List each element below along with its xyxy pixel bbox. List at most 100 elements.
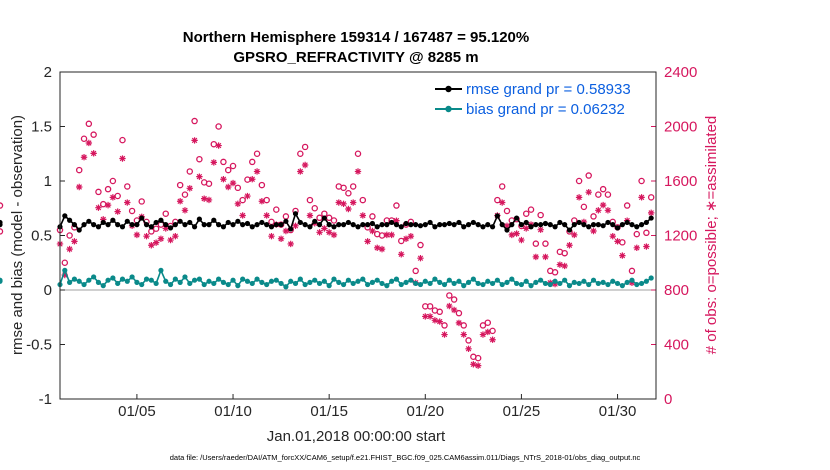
obs-assimilated-point — [90, 150, 97, 157]
data-file-footer: data file: /Users/raeder/DAI/ATM_forcXX/… — [170, 453, 641, 462]
y-tick-label-right: 0 — [664, 391, 672, 408]
x-tick-label: 01/15 — [310, 403, 348, 420]
obs-possible-point — [575, 177, 583, 185]
obs-assimilated-point — [66, 245, 73, 253]
rmse-point — [393, 222, 400, 228]
bias-point — [619, 283, 625, 289]
rmse-point — [235, 218, 241, 224]
bias-point — [417, 281, 424, 288]
obs-possible-point — [503, 207, 511, 215]
bias-point — [643, 278, 649, 284]
obs-possible-point — [474, 354, 482, 362]
bias-point — [62, 267, 68, 273]
bias-point — [345, 277, 351, 283]
rmse-point — [648, 215, 654, 221]
rmse-point — [326, 222, 332, 228]
bias-point — [485, 278, 491, 284]
rmse-point — [485, 222, 491, 228]
rmse-point — [403, 220, 409, 227]
bias-point — [538, 277, 544, 283]
obs-assimilated-point — [359, 212, 367, 219]
bias-point — [278, 280, 284, 287]
bias-point — [422, 278, 428, 284]
obs-assimilated-point — [643, 243, 650, 250]
rmse-point — [62, 213, 68, 219]
obs-assimilated-point — [354, 168, 362, 175]
obs-possible-point — [460, 322, 467, 329]
obs-assimilated-point — [143, 232, 150, 240]
bias-point — [629, 277, 635, 283]
bias-point — [240, 276, 246, 282]
rmse-point — [220, 224, 227, 230]
obs-assimilated-point — [119, 155, 126, 162]
obs-possible-point — [551, 269, 559, 276]
obs-assimilated-point — [599, 201, 607, 209]
bias-point — [365, 281, 371, 288]
obs-possible-point — [215, 123, 222, 130]
legend-rmse-label: rmse grand pr = 0.58933 — [466, 81, 631, 98]
obs-assimilated-point — [585, 188, 592, 196]
rmse-point — [336, 222, 342, 228]
rmse-point — [480, 224, 486, 230]
obs-possible-point — [498, 183, 506, 190]
obs-possible-point — [417, 241, 424, 249]
obs-assimilated-point — [450, 306, 458, 314]
bias-point — [465, 279, 472, 285]
bias-point — [509, 276, 515, 282]
rmse-point — [629, 222, 635, 228]
obs-possible-point — [599, 185, 607, 193]
y-tick-label-right: 2400 — [664, 64, 697, 81]
bias-point — [398, 281, 404, 288]
obs-assimilated-point — [109, 194, 117, 201]
bias-point — [614, 280, 621, 287]
obs-possible-point — [176, 181, 184, 189]
obs-assimilated-point — [263, 212, 270, 219]
obs-possible-point — [345, 190, 352, 197]
obs-assimilated-point — [71, 238, 78, 245]
obs-assimilated-point — [542, 253, 549, 261]
obs-assimilated-point — [172, 232, 179, 240]
bias-point — [427, 280, 433, 287]
rmse-point — [365, 222, 371, 228]
rmse-point — [605, 219, 611, 226]
obs-assimilated-point — [556, 261, 564, 268]
bias-point — [432, 276, 438, 282]
obs-assimilated-point — [95, 204, 102, 211]
obs-possible-point — [124, 183, 131, 190]
obs-possible-point — [152, 225, 160, 232]
rmse-point — [148, 224, 154, 230]
bias-point — [148, 277, 154, 283]
bias-point — [249, 280, 255, 287]
obs-assimilated-point — [162, 225, 169, 232]
rmse-point — [427, 219, 433, 226]
obs-possible-point — [450, 296, 458, 303]
rmse-point — [115, 222, 121, 228]
bias-point — [110, 275, 116, 281]
bias-point — [76, 278, 82, 284]
rmse-point — [76, 227, 82, 233]
rmse-point — [547, 222, 553, 228]
x-tick-label: 01/20 — [407, 403, 445, 420]
bias-point — [163, 278, 169, 284]
obs-possible-point — [138, 198, 145, 205]
obs-possible-point — [80, 135, 88, 143]
rmse-point — [177, 218, 183, 224]
rmse-point — [139, 215, 145, 221]
bias-point — [115, 280, 121, 287]
rmse-point — [331, 224, 337, 230]
obs-assimilated-point — [595, 207, 602, 214]
obs-assimilated-point — [417, 254, 424, 262]
rmse-point — [595, 222, 601, 228]
rmse-point — [379, 222, 385, 228]
obs-possible-point — [239, 196, 246, 204]
rmse-point — [643, 219, 649, 226]
obs-assimilated-point — [398, 251, 405, 258]
bias-point — [379, 280, 385, 287]
obs-possible-point — [90, 131, 97, 138]
rmse-point — [340, 222, 347, 228]
obs-assimilated-point — [374, 244, 381, 252]
obs-assimilated-point — [422, 313, 429, 320]
bias-point — [331, 276, 337, 282]
obs-assimilated-point — [225, 183, 232, 191]
rmse-point — [571, 222, 577, 228]
